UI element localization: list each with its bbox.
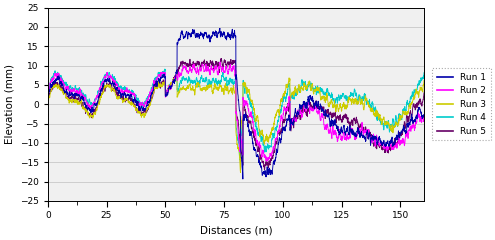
X-axis label: Distances (m): Distances (m) bbox=[199, 226, 272, 236]
Run 2 bbox=[217, 60, 223, 63]
Run 5 bbox=[364, 129, 370, 132]
Run 4 bbox=[162, 68, 168, 71]
Run 4 bbox=[341, 95, 347, 98]
Run 3 bbox=[238, 171, 244, 174]
Run 5 bbox=[341, 114, 347, 116]
Run 5 bbox=[421, 91, 427, 94]
Run 5 bbox=[317, 107, 323, 110]
Run 3 bbox=[317, 92, 323, 95]
Run 1 bbox=[421, 115, 427, 118]
Run 4 bbox=[421, 71, 427, 74]
Run 1 bbox=[217, 27, 223, 30]
Line: Run 3: Run 3 bbox=[48, 73, 424, 173]
Run 2 bbox=[421, 118, 427, 121]
Line: Run 4: Run 4 bbox=[48, 69, 424, 164]
Line: Run 1: Run 1 bbox=[48, 29, 424, 179]
Run 2 bbox=[417, 120, 423, 123]
Run 2 bbox=[341, 132, 347, 134]
Run 1 bbox=[45, 95, 50, 97]
Run 1 bbox=[240, 178, 246, 180]
Run 2 bbox=[45, 90, 50, 92]
Run 3 bbox=[341, 103, 347, 106]
Run 2 bbox=[284, 108, 290, 111]
Run 2 bbox=[364, 130, 370, 133]
Y-axis label: Elevation (mm): Elevation (mm) bbox=[4, 64, 14, 144]
Run 5 bbox=[417, 99, 423, 102]
Run 2 bbox=[317, 117, 323, 120]
Run 3 bbox=[174, 72, 180, 74]
Run 1 bbox=[341, 124, 347, 127]
Run 5 bbox=[122, 99, 128, 102]
Run 5 bbox=[261, 168, 267, 171]
Run 3 bbox=[421, 79, 427, 82]
Run 5 bbox=[284, 105, 290, 108]
Run 1 bbox=[364, 131, 370, 134]
Run 5 bbox=[218, 57, 224, 60]
Run 4 bbox=[317, 87, 323, 90]
Run 4 bbox=[284, 94, 290, 97]
Run 4 bbox=[238, 162, 244, 165]
Run 1 bbox=[284, 117, 290, 120]
Run 3 bbox=[284, 85, 290, 88]
Line: Run 2: Run 2 bbox=[48, 62, 424, 161]
Run 4 bbox=[364, 101, 370, 104]
Line: Run 5: Run 5 bbox=[48, 59, 424, 170]
Run 5 bbox=[45, 99, 50, 102]
Run 3 bbox=[364, 97, 370, 100]
Run 3 bbox=[122, 97, 128, 100]
Run 4 bbox=[45, 86, 50, 89]
Run 2 bbox=[264, 160, 270, 163]
Run 1 bbox=[417, 108, 423, 111]
Run 3 bbox=[45, 98, 50, 101]
Run 2 bbox=[122, 89, 128, 92]
Run 1 bbox=[317, 104, 323, 107]
Run 4 bbox=[417, 80, 423, 83]
Run 4 bbox=[122, 86, 128, 89]
Run 3 bbox=[417, 87, 423, 90]
Run 1 bbox=[122, 92, 128, 95]
Legend: Run 1, Run 2, Run 3, Run 4, Run 5: Run 1, Run 2, Run 3, Run 4, Run 5 bbox=[432, 68, 491, 140]
